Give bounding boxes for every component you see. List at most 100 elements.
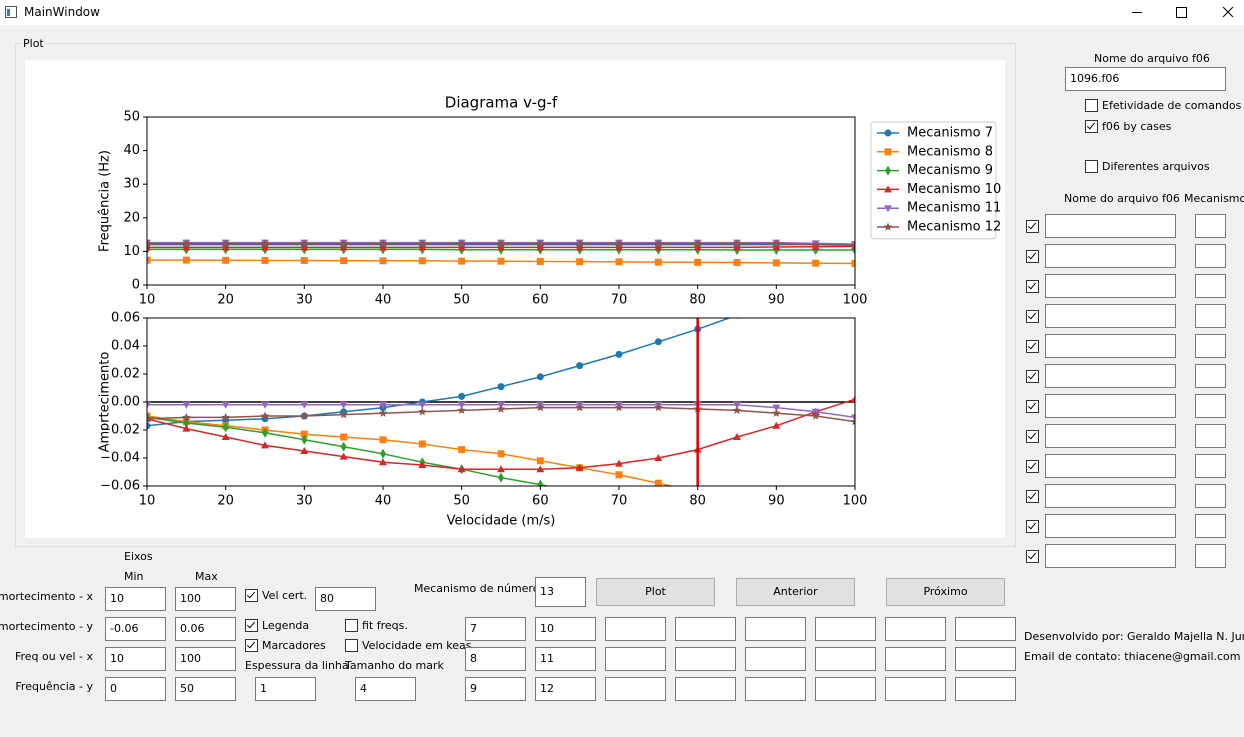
button[interactable]: Anterior xyxy=(736,578,855,606)
checkbox[interactable] xyxy=(1026,340,1039,353)
text-input[interactable]: 100 xyxy=(175,647,236,671)
checkbox[interactable] xyxy=(1026,250,1039,263)
checkbox[interactable] xyxy=(1026,310,1039,323)
legend-label: Mecanismo 10 xyxy=(907,182,1001,197)
text-input[interactable] xyxy=(885,677,946,701)
text-input[interactable] xyxy=(1195,544,1226,568)
text-input[interactable]: 10 xyxy=(105,647,166,671)
text-input[interactable] xyxy=(1195,514,1226,538)
text-input[interactable]: 13 xyxy=(535,577,586,607)
text-input[interactable]: -0.06 xyxy=(105,617,166,641)
checkbox[interactable] xyxy=(1026,400,1039,413)
marker xyxy=(577,488,583,498)
text-input[interactable] xyxy=(605,617,666,641)
checkbox[interactable] xyxy=(245,619,258,632)
text-input[interactable] xyxy=(1045,544,1176,568)
checkbox[interactable] xyxy=(1026,430,1039,443)
marker xyxy=(300,430,308,438)
text-input[interactable] xyxy=(815,617,876,641)
text-input[interactable]: 10 xyxy=(105,587,166,611)
window-controls[interactable] xyxy=(1120,0,1244,25)
text-input[interactable] xyxy=(955,677,1016,701)
x-tick-label: 40 xyxy=(375,494,392,509)
checkbox[interactable] xyxy=(1085,99,1098,112)
text-input[interactable] xyxy=(1195,334,1226,358)
text-input[interactable] xyxy=(1045,334,1176,358)
text-input[interactable] xyxy=(745,617,806,641)
text-input[interactable]: 0.06 xyxy=(175,617,236,641)
text-input[interactable] xyxy=(885,647,946,671)
text-input[interactable] xyxy=(1195,274,1226,298)
text-input[interactable]: 7 xyxy=(465,617,526,641)
text-input[interactable]: 9 xyxy=(465,677,526,701)
text-input[interactable]: 0 xyxy=(105,677,166,701)
text-input[interactable] xyxy=(1045,274,1176,298)
file-input[interactable]: 1096.f06 xyxy=(1065,67,1226,91)
text-input[interactable] xyxy=(1195,244,1226,268)
checkbox[interactable] xyxy=(1085,160,1098,173)
text-input[interactable] xyxy=(1195,304,1226,328)
text-input[interactable] xyxy=(1045,394,1176,418)
checkbox[interactable] xyxy=(345,619,358,632)
text-input[interactable] xyxy=(675,647,736,671)
marker xyxy=(379,401,387,409)
text-input[interactable] xyxy=(605,677,666,701)
checkbox[interactable] xyxy=(1026,370,1039,383)
marker xyxy=(339,410,348,419)
text-input[interactable] xyxy=(955,647,1016,671)
text-input[interactable] xyxy=(1045,364,1176,388)
text-input[interactable]: 1 xyxy=(255,677,316,701)
checkbox[interactable] xyxy=(1026,280,1039,293)
marker xyxy=(575,463,584,471)
text-input[interactable]: 10 xyxy=(535,617,596,641)
text-input[interactable]: 11 xyxy=(535,647,596,671)
marker xyxy=(457,243,466,251)
text-input[interactable]: 80 xyxy=(315,587,376,611)
checkbox[interactable] xyxy=(1026,490,1039,503)
text-input[interactable] xyxy=(1045,244,1176,268)
field-label: Amortecimento - y xyxy=(0,620,93,633)
text-input[interactable]: 12 xyxy=(535,677,596,701)
text-input[interactable] xyxy=(1195,454,1226,478)
marker xyxy=(812,259,820,267)
marker xyxy=(147,414,152,423)
text-input[interactable] xyxy=(955,617,1016,641)
text-input[interactable] xyxy=(675,617,736,641)
text-input[interactable] xyxy=(815,647,876,671)
text-input[interactable] xyxy=(1195,424,1226,448)
checkbox[interactable] xyxy=(245,589,258,602)
text-input[interactable] xyxy=(1195,214,1226,238)
text-input[interactable] xyxy=(815,677,876,701)
text-input[interactable] xyxy=(885,617,946,641)
checkbox[interactable] xyxy=(1085,120,1098,133)
field-label: Freq ou vel - x xyxy=(14,650,93,663)
checkbox[interactable] xyxy=(345,639,358,652)
text-input[interactable] xyxy=(675,677,736,701)
text-input[interactable]: 8 xyxy=(465,647,526,671)
text-input[interactable]: 50 xyxy=(175,677,236,701)
text-input[interactable] xyxy=(1045,214,1176,238)
text-input[interactable] xyxy=(1195,484,1226,508)
text-input[interactable]: 100 xyxy=(175,587,236,611)
marker xyxy=(851,259,855,267)
text-input[interactable] xyxy=(1045,304,1176,328)
text-input[interactable] xyxy=(745,647,806,671)
checkbox[interactable] xyxy=(245,639,258,652)
checkbox[interactable] xyxy=(1026,220,1039,233)
checkbox[interactable] xyxy=(1026,520,1039,533)
text-input[interactable] xyxy=(1045,454,1176,478)
text-input[interactable] xyxy=(1195,364,1226,388)
checkbox[interactable] xyxy=(1026,460,1039,473)
marker xyxy=(575,403,584,412)
text-input[interactable]: 4 xyxy=(355,677,416,701)
marker xyxy=(496,404,506,413)
checkbox[interactable] xyxy=(1026,550,1039,563)
text-input[interactable] xyxy=(1045,424,1176,448)
button[interactable]: Próximo xyxy=(886,578,1005,606)
button[interactable]: Plot xyxy=(596,578,715,606)
text-input[interactable] xyxy=(605,647,666,671)
text-input[interactable] xyxy=(1195,394,1226,418)
text-input[interactable] xyxy=(1045,484,1176,508)
text-input[interactable] xyxy=(1045,514,1176,538)
text-input[interactable] xyxy=(745,677,806,701)
